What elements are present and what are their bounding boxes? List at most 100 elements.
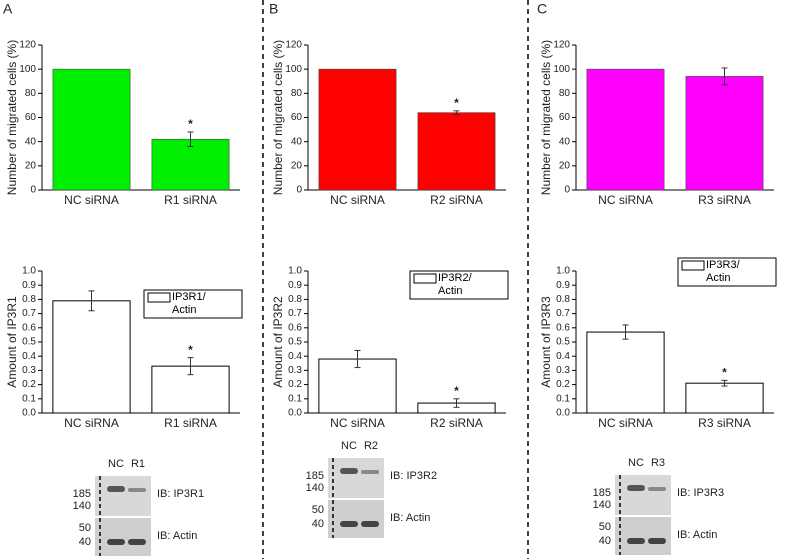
y-tick-label: 0.6: [288, 322, 302, 333]
bar: [318, 68, 397, 191]
error-bar: [453, 398, 460, 408]
x-tick-label: NC siRNA: [598, 193, 653, 207]
mw-marker: 185: [73, 488, 91, 500]
y-tick-label: 0.4: [288, 351, 302, 362]
x-tick-label: R1 siRNA: [164, 416, 217, 430]
y-tick-label: 0.7: [556, 308, 570, 319]
annotation: *: [188, 343, 193, 357]
y-axis-label: Number of migrated cells (%): [539, 40, 553, 195]
x-tick-label: NC siRNA: [330, 193, 385, 207]
error-bar: [88, 290, 95, 312]
lane-label: NC: [341, 440, 357, 452]
x-tick-label: NC siRNA: [598, 416, 653, 430]
band: [648, 487, 666, 491]
legend-wrap: IP3R3/ Actin: [706, 259, 740, 284]
blot-bottom: [615, 517, 671, 555]
y-tick-label: 80: [25, 88, 37, 99]
y-tick-label: 0.1: [556, 393, 570, 404]
band: [107, 539, 125, 545]
legend-swatch: [147, 292, 171, 303]
y-tick-label: 0.0: [288, 408, 302, 419]
y-tick-label: 0: [564, 185, 570, 196]
band: [128, 539, 146, 545]
y-tick-label: 100: [19, 64, 36, 75]
y-tick-label: 0.8: [22, 294, 36, 305]
x-tick-label: R1 siRNA: [164, 193, 217, 207]
blot-top: [615, 475, 671, 515]
mw-marker: 140: [593, 499, 611, 511]
bar: [586, 331, 665, 414]
x-tick-label: NC siRNA: [64, 193, 119, 207]
y-tick-label: 0.2: [556, 379, 570, 390]
y-tick-label: 0.3: [556, 365, 570, 376]
y-axis-label: Number of migrated cells (%): [5, 40, 19, 195]
lane-label: R2: [364, 440, 378, 452]
error-bar: [187, 357, 194, 376]
y-tick-label: 0.0: [22, 408, 36, 419]
y-axis-label: Number of migrated cells (%): [271, 40, 285, 195]
y-tick-label: 0.4: [556, 351, 570, 362]
bar: [685, 76, 764, 191]
y-tick-label: 80: [291, 88, 303, 99]
error-bar: [453, 110, 460, 115]
bar: [52, 68, 131, 191]
y-tick-label: 20: [25, 160, 37, 171]
y-tick-label: 0.2: [22, 379, 36, 390]
y-tick-label: 0.8: [288, 294, 302, 305]
y-tick-label: 1.0: [288, 266, 302, 277]
y-tick-label: 0.8: [556, 294, 570, 305]
y-tick-label: 40: [291, 136, 303, 147]
mw-marker: 40: [599, 535, 611, 547]
y-tick-label: 80: [559, 88, 571, 99]
mw-marker: 50: [312, 504, 324, 516]
y-axis-label: Amount of IP3R2: [271, 296, 285, 388]
error-bar: [187, 131, 194, 147]
y-axis-label: Amount of IP3R1: [5, 296, 19, 388]
blot-label: IB: IP3R1: [157, 488, 204, 500]
bar: [151, 138, 230, 191]
mw-marker: 140: [306, 482, 324, 494]
bar: [52, 300, 131, 414]
y-tick-label: 0.3: [22, 365, 36, 376]
mw-marker: 40: [312, 518, 324, 530]
band: [648, 538, 666, 544]
blot-label: IB: Actin: [677, 529, 717, 541]
blot-label: IB: Actin: [157, 530, 197, 542]
panel-letter: C: [537, 1, 547, 17]
error-bar: [721, 379, 728, 387]
band: [107, 486, 125, 492]
band: [340, 521, 358, 527]
mw-marker: 185: [306, 470, 324, 482]
blot-bottom: [95, 518, 151, 556]
bar: [586, 68, 665, 191]
y-tick-label: 40: [25, 136, 37, 147]
mw-marker: 185: [593, 487, 611, 499]
error-bar: [622, 324, 629, 340]
legend-label: IP3R1/ Actin: [172, 291, 206, 316]
y-tick-label: 0.3: [288, 365, 302, 376]
y-tick-label: 0: [296, 185, 302, 196]
y-tick-label: 0.4: [22, 351, 36, 362]
mw-marker: 50: [79, 522, 91, 534]
band: [361, 470, 379, 474]
y-tick-label: 0.0: [556, 408, 570, 419]
x-tick-label: R2 siRNA: [430, 193, 483, 207]
x-tick-label: NC siRNA: [64, 416, 119, 430]
y-tick-label: 20: [559, 160, 571, 171]
y-tick-label: 0.7: [22, 308, 36, 319]
annotation: *: [454, 96, 459, 110]
band: [340, 468, 358, 474]
panel-letter: A: [3, 1, 13, 17]
lane-label: R1: [131, 458, 145, 470]
x-tick-label: R3 siRNA: [698, 416, 751, 430]
legend-label: IP3R2/ Actin: [438, 272, 472, 297]
band: [361, 521, 379, 527]
y-tick-label: 60: [559, 112, 571, 123]
blot-label: IB: IP3R2: [390, 470, 437, 482]
band: [627, 538, 645, 544]
y-tick-label: 0.5: [22, 337, 36, 348]
blot-bottom: [328, 500, 384, 538]
legend-swatch: [413, 273, 437, 284]
